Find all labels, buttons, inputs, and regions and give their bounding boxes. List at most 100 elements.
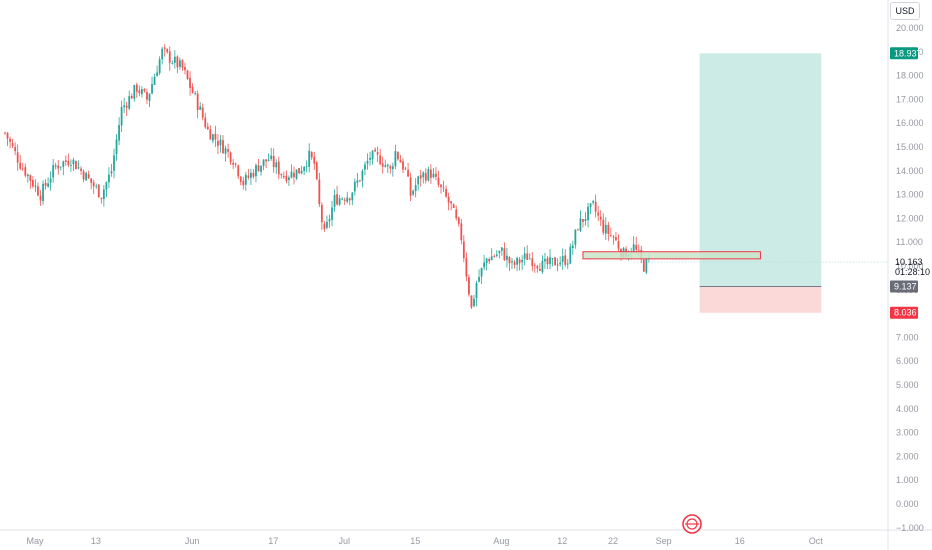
candle-body: [533, 264, 536, 266]
candle-body: [331, 207, 333, 220]
candle-body: [199, 106, 202, 110]
candle-body: [645, 258, 648, 273]
price-tag-label: 18.937: [894, 48, 922, 58]
candle-body: [526, 253, 529, 260]
candle-body: [404, 168, 407, 170]
candle-body: [153, 76, 156, 85]
candle-body: [158, 59, 161, 74]
candle-body: [293, 172, 295, 178]
price-tick-label: 14.000: [896, 166, 924, 176]
candle-body: [442, 187, 445, 189]
time-tick-label: 22: [608, 536, 618, 546]
candle-body: [541, 260, 544, 273]
candle-body: [113, 155, 115, 171]
candle-body: [571, 245, 574, 249]
candle-body: [224, 148, 227, 154]
long-position-stop-area[interactable]: [699, 286, 822, 313]
candle-body: [521, 259, 524, 263]
candle-body: [171, 63, 174, 64]
candle-body: [536, 266, 539, 269]
candle-body: [615, 237, 617, 241]
candle-body: [140, 89, 143, 94]
candle-body: [503, 248, 506, 261]
long-position-target-area[interactable]: [699, 53, 822, 287]
price-tick-label: 6.000: [896, 356, 919, 366]
price-tick-label: 1.000: [896, 475, 919, 485]
candle-body: [163, 47, 166, 49]
candle-body: [435, 173, 437, 177]
time-tick-label: May: [26, 536, 44, 546]
candle-body: [574, 229, 577, 245]
candle-body: [402, 161, 404, 170]
candle-body: [414, 184, 417, 192]
candle-body: [528, 258, 531, 260]
currency-button[interactable]: USD: [890, 2, 920, 20]
time-tick-label: 12: [557, 536, 567, 546]
candle-body: [351, 192, 354, 201]
candle-body: [244, 174, 247, 185]
candle-body: [260, 165, 262, 172]
candle-body: [196, 93, 199, 111]
candle-body: [242, 180, 245, 186]
candle-body: [493, 256, 496, 257]
candle-body: [384, 165, 387, 167]
candle-body: [364, 164, 366, 170]
candle-body: [249, 172, 252, 178]
candle-body: [457, 217, 460, 224]
candle-body: [303, 166, 306, 171]
candle-body: [607, 224, 610, 234]
candle-body: [255, 165, 257, 177]
candle-body: [161, 48, 164, 60]
candle-body: [100, 197, 103, 199]
candle-body: [424, 173, 427, 181]
candle-body: [179, 60, 181, 67]
candle-body: [632, 244, 635, 252]
candle-body: [29, 175, 32, 182]
candle-body: [369, 157, 371, 160]
candle-body: [168, 51, 171, 63]
time-tick-label: Oct: [809, 536, 824, 546]
candle-body: [419, 175, 422, 179]
candle-body: [328, 219, 331, 222]
candle-body: [348, 198, 351, 201]
candle-body: [191, 86, 194, 93]
candle-body: [173, 56, 176, 63]
candle-body: [275, 162, 278, 168]
candle-body: [609, 234, 612, 236]
candle-body: [95, 185, 98, 187]
candle-body: [37, 186, 39, 196]
time-tick-label: Jun: [185, 536, 200, 546]
candle-body: [346, 197, 349, 202]
candle-body: [186, 70, 189, 79]
candle-body: [305, 166, 308, 168]
candle-body: [130, 96, 133, 99]
candle-body: [490, 256, 493, 261]
candle-body: [232, 162, 235, 165]
candle-body: [353, 181, 356, 192]
candle-body: [579, 218, 582, 231]
candle-body: [506, 255, 508, 261]
zone-rectangle[interactable]: [582, 251, 761, 260]
candle-body: [470, 295, 473, 308]
candle-body: [288, 177, 290, 180]
price-tick-label: 4.000: [896, 404, 919, 414]
price-tick-label: 5.000: [896, 380, 919, 390]
candle-body: [151, 84, 153, 94]
candle-body: [516, 257, 518, 265]
time-tick-label: Jul: [339, 536, 351, 546]
candle-body: [483, 262, 486, 268]
candle-body: [422, 172, 425, 178]
candle-body: [551, 258, 554, 260]
candle-body: [148, 93, 151, 101]
candle-body: [4, 132, 6, 134]
candle-body: [612, 236, 615, 238]
candle-body: [44, 182, 47, 186]
candle-body: [201, 107, 204, 118]
candle-body: [97, 184, 100, 198]
candle-body: [465, 258, 468, 277]
time-tick-label: 15: [410, 536, 420, 546]
candle-body: [338, 198, 341, 205]
candle-body: [397, 152, 399, 160]
price-tick-label: 17.000: [896, 94, 924, 104]
